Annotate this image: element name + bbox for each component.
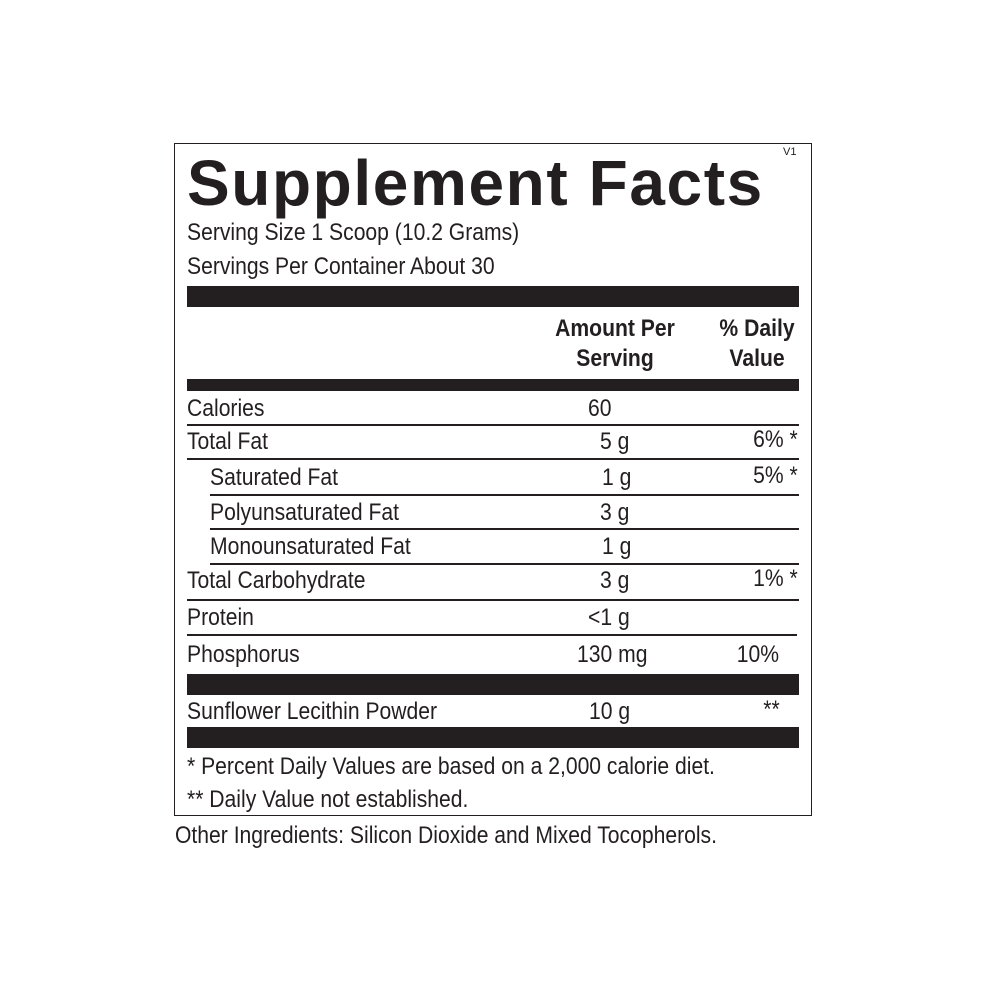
amount-per-serving-header: Amount Per Serving <box>549 314 681 374</box>
supplement-facts-panel <box>174 143 812 816</box>
amount-header-line2: Serving <box>576 345 654 372</box>
version-label: V1 <box>783 146 797 158</box>
serving-size: Serving Size 1 Scoop (10.2 Grams) <box>187 219 520 246</box>
row-divider <box>210 494 799 496</box>
daily-value-header: % Daily Value <box>709 314 806 374</box>
row-dv: 10% <box>736 641 779 668</box>
row-amount: 10 g <box>589 698 631 725</box>
row-name: Total Carbohydrate <box>187 567 366 594</box>
footnote-not-established: ** Daily Value not established. <box>187 786 469 813</box>
dv-header-line1: % Daily <box>719 315 795 342</box>
dv-header-line2: Value <box>729 345 785 372</box>
row-name: Monounsaturated Fat <box>210 533 411 560</box>
row-amount: 130 mg <box>577 641 648 668</box>
row-name: Calories <box>187 395 265 422</box>
row-name: Total Fat <box>187 428 269 455</box>
row-amount: 3 g <box>600 499 630 526</box>
amount-header-line1: Amount Per <box>555 315 675 342</box>
row-amount: 1 g <box>602 464 632 491</box>
other-ingredients: Other Ingredients: Silicon Dioxide and M… <box>175 822 717 849</box>
panel-title: Supplement Facts <box>187 147 764 219</box>
row-name: Protein <box>187 604 254 631</box>
thick-divider <box>187 727 799 748</box>
row-name: Saturated Fat <box>210 464 338 491</box>
row-dv: 1% * <box>753 565 798 592</box>
row-divider <box>187 634 797 636</box>
medium-divider <box>187 379 799 391</box>
row-dv: 5% * <box>753 462 798 489</box>
row-amount: 3 g <box>600 567 630 594</box>
row-amount: 60 <box>588 395 612 422</box>
row-divider <box>210 528 799 530</box>
row-amount: 1 g <box>602 533 632 560</box>
row-divider <box>187 599 799 601</box>
row-amount: 5 g <box>600 428 630 455</box>
row-dv: 6% * <box>753 426 798 453</box>
servings-per-container: Servings Per Container About 30 <box>187 253 495 280</box>
footnote-percent-daily-values: * Percent Daily Values are based on a 2,… <box>187 753 715 780</box>
row-divider <box>187 424 799 426</box>
row-name: Phosphorus <box>187 641 300 668</box>
row-amount: <1 g <box>588 604 630 631</box>
row-name: Sunflower Lecithin Powder <box>187 698 438 725</box>
row-divider <box>210 563 799 565</box>
row-divider <box>187 458 799 460</box>
thick-divider <box>187 286 799 307</box>
thick-divider <box>187 674 799 695</box>
row-dv: ** <box>763 696 780 723</box>
row-name: Polyunsaturated Fat <box>210 499 400 526</box>
